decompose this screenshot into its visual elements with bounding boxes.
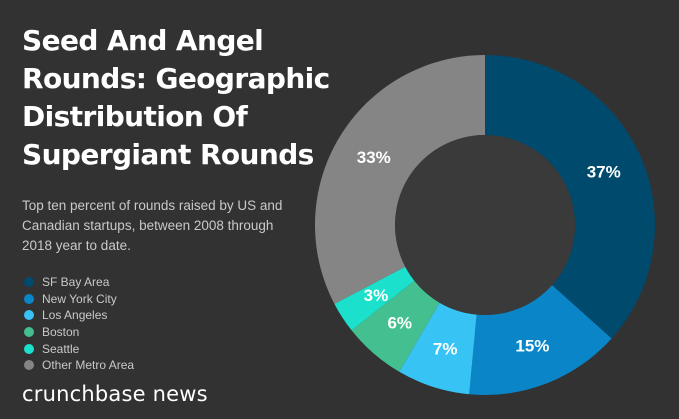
- legend-swatch: [24, 310, 34, 321]
- legend-item: New York City: [24, 291, 134, 308]
- donut-slice: [314, 55, 485, 304]
- title-line: Distribution Of: [22, 100, 248, 133]
- slice-value-label: 7%: [433, 339, 458, 358]
- legend-item: Seattle: [24, 340, 134, 357]
- slice-labels: 37% 15% 7% 6% 3% 33%: [357, 148, 621, 358]
- legend-swatch: [24, 277, 34, 288]
- legend-swatch: [24, 327, 34, 338]
- chart-subtitle: Top ten percent of rounds raised by US a…: [22, 198, 283, 253]
- legend-label: Seattle: [42, 341, 80, 356]
- legend-label: Los Angeles: [42, 308, 108, 323]
- legend-label: Boston: [42, 325, 80, 340]
- slice-value-label: 6%: [387, 314, 412, 333]
- legend-item: Other Metro Area: [24, 357, 134, 374]
- donut-slice: [351, 280, 440, 372]
- legend-label: Other Metro Area: [42, 358, 135, 373]
- donut-slice: [469, 285, 612, 395]
- donut-slice: [334, 266, 415, 331]
- donut-slice: [485, 55, 655, 339]
- slice-value-label: 37%: [587, 163, 621, 182]
- legend-item: Los Angeles: [24, 307, 134, 324]
- slice-value-label: 33%: [357, 148, 391, 167]
- legend-label: New York City: [42, 291, 117, 306]
- legend: SF Bay Area New York City Los Angeles Bo…: [24, 274, 134, 374]
- legend-swatch: [24, 360, 34, 371]
- slice-value-label: 15%: [515, 337, 549, 356]
- title-line: Supergiant Rounds: [22, 138, 314, 171]
- legend-swatch: [24, 293, 34, 304]
- legend-item: SF Bay Area: [24, 274, 134, 291]
- legend-swatch: [24, 343, 34, 354]
- donut-center: [395, 135, 575, 315]
- donut-slice: [399, 302, 477, 395]
- title-line: Seed And Angel: [22, 24, 264, 57]
- brand-logo: crunchbase news: [22, 382, 208, 406]
- donut-slices: [314, 55, 655, 395]
- chart-title: Seed And Angel Rounds: Geographic Distri…: [22, 22, 330, 174]
- slice-value-label: 3%: [364, 286, 389, 305]
- legend-item: Boston: [24, 324, 134, 341]
- legend-label: SF Bay Area: [42, 275, 110, 290]
- donut-chart: 37% 15% 7% 6% 3% 33%: [314, 55, 655, 395]
- title-line: Rounds: Geographic: [22, 62, 330, 95]
